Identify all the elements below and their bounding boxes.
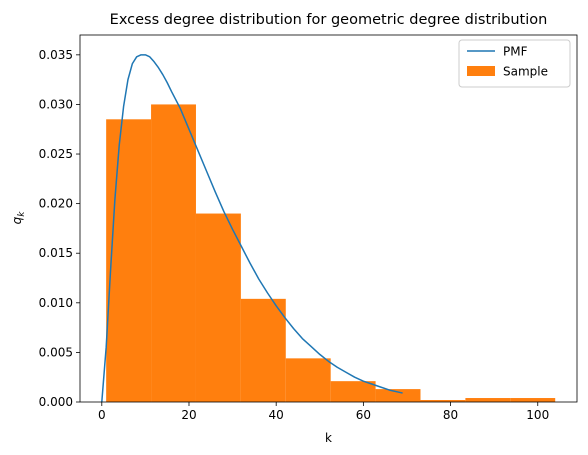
y-tick-label: 0.010 bbox=[39, 296, 73, 310]
legend-sample-label: Sample bbox=[503, 65, 548, 79]
legend-sample-swatch bbox=[467, 66, 495, 76]
y-tick-label: 0.000 bbox=[39, 395, 73, 409]
histogram-bar bbox=[331, 381, 376, 402]
histogram-bar bbox=[286, 358, 331, 402]
x-tick-label: 20 bbox=[181, 408, 196, 422]
histogram-bar bbox=[465, 398, 510, 402]
y-tick-label: 0.020 bbox=[39, 197, 73, 211]
y-tick-label: 0.015 bbox=[39, 246, 73, 260]
x-tick-label: 60 bbox=[356, 408, 371, 422]
x-tick-label: 40 bbox=[269, 408, 284, 422]
x-axis-label: k bbox=[325, 431, 332, 445]
legend: PMF Sample bbox=[459, 40, 570, 87]
x-tick-label: 80 bbox=[443, 408, 458, 422]
x-tick-label: 100 bbox=[526, 408, 549, 422]
histogram-bar bbox=[106, 119, 151, 402]
x-tick-label: 0 bbox=[98, 408, 106, 422]
y-tick-label: 0.005 bbox=[39, 345, 73, 359]
y-tick-label: 0.025 bbox=[39, 147, 73, 161]
chart-title: Excess degree distribution for geometric… bbox=[110, 12, 548, 28]
y-tick-label: 0.035 bbox=[39, 48, 73, 62]
histogram-bar bbox=[196, 214, 241, 402]
histogram-bar bbox=[241, 299, 286, 402]
y-tick-label: 0.030 bbox=[39, 97, 73, 111]
legend-pmf-label: PMF bbox=[503, 45, 528, 59]
histogram-bar bbox=[151, 104, 196, 402]
histogram-bar bbox=[510, 398, 555, 402]
histogram-bar bbox=[376, 389, 421, 402]
